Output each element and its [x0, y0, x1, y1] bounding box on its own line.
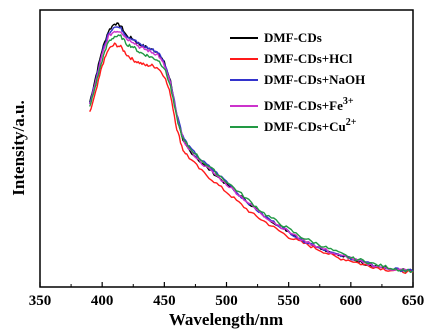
legend-label: DMF-CDs [264, 30, 322, 45]
x-tick-label: 350 [29, 293, 52, 309]
legend: DMF-CDs DMF-CDs+HCl DMF-CDs+NaOH DMF-CDs+Fe… [230, 30, 365, 134]
series-line-dmf-cds-naoh [89, 26, 414, 273]
x-axis-title: Wavelength/nm [169, 310, 283, 329]
series-line-dmf-cds-fe-3plus [89, 30, 414, 273]
legend-label-superscript: 3+ [343, 96, 354, 107]
x-axis-ticks: 350 400 450 500 550 600 650 [29, 282, 425, 309]
series-line-dmf-cds-hcl [89, 42, 414, 274]
y-axis-title: Intensity/a.u. [9, 100, 28, 195]
plot-frame [39, 9, 414, 288]
x-tick-label: 650 [402, 293, 425, 309]
legend-label-superscript: 2+ [346, 117, 357, 128]
x-tick-label: 600 [340, 293, 363, 309]
x-tick-label: 550 [277, 293, 300, 309]
legend-label: DMF-CDs+Fe3+ [264, 96, 354, 113]
x-tick-label: 500 [215, 293, 238, 309]
x-tick-label: 400 [91, 293, 114, 309]
legend-label: DMF-CDs+HCl [264, 51, 353, 66]
series-line-dmf-cds-cu-2plus [89, 34, 414, 273]
x-tick-label: 450 [153, 293, 176, 309]
series-layer [89, 22, 414, 274]
legend-label: DMF-CDs+NaOH [264, 72, 365, 87]
legend-label: DMF-CDs+Cu2+ [264, 117, 357, 134]
series-line-dmf-cds [89, 22, 414, 272]
